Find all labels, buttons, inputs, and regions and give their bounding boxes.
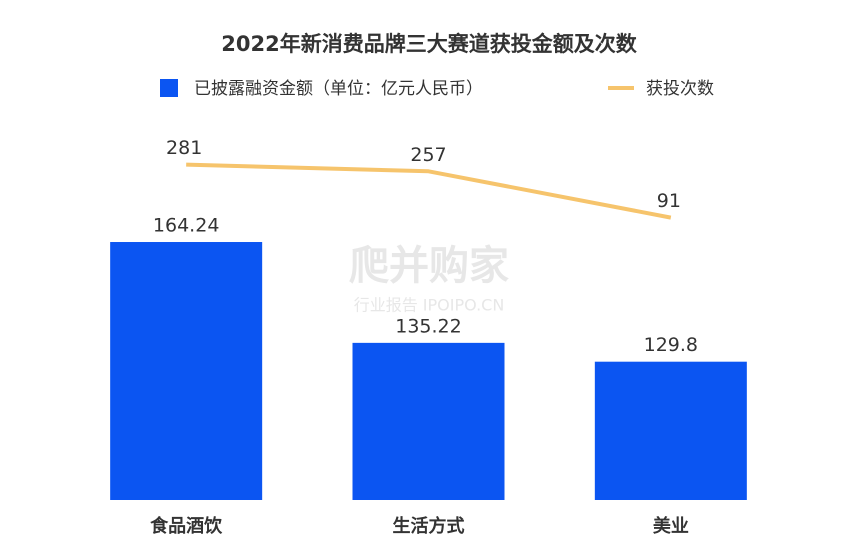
bar (594, 361, 747, 500)
legend-label: 已披露融资金额（单位：亿元人民币） (194, 79, 483, 99)
data-label: 281 (166, 137, 202, 159)
data-label: 91 (657, 190, 681, 212)
data-label: 129.8 (644, 334, 698, 356)
legend-swatch (160, 79, 178, 97)
line (186, 162, 672, 220)
data-label: 257 (410, 144, 446, 166)
x-tick-label: 生活方式 (393, 515, 465, 537)
chart-title: 2022年新消费品牌三大赛道获投金额及次数 (221, 32, 637, 56)
x-tick-label: 食品酒饮 (149, 515, 223, 537)
data-label: 135.22 (395, 315, 461, 337)
data-label: 164.24 (153, 215, 219, 237)
legend-label: 获投次数 (646, 79, 714, 99)
bar (110, 242, 263, 501)
watermark: 爬并购家 (349, 243, 509, 289)
watermark-sub: 行业报告 IPOIPO.CN (354, 296, 505, 315)
x-tick-label: 美业 (653, 515, 689, 537)
bar (352, 342, 505, 500)
